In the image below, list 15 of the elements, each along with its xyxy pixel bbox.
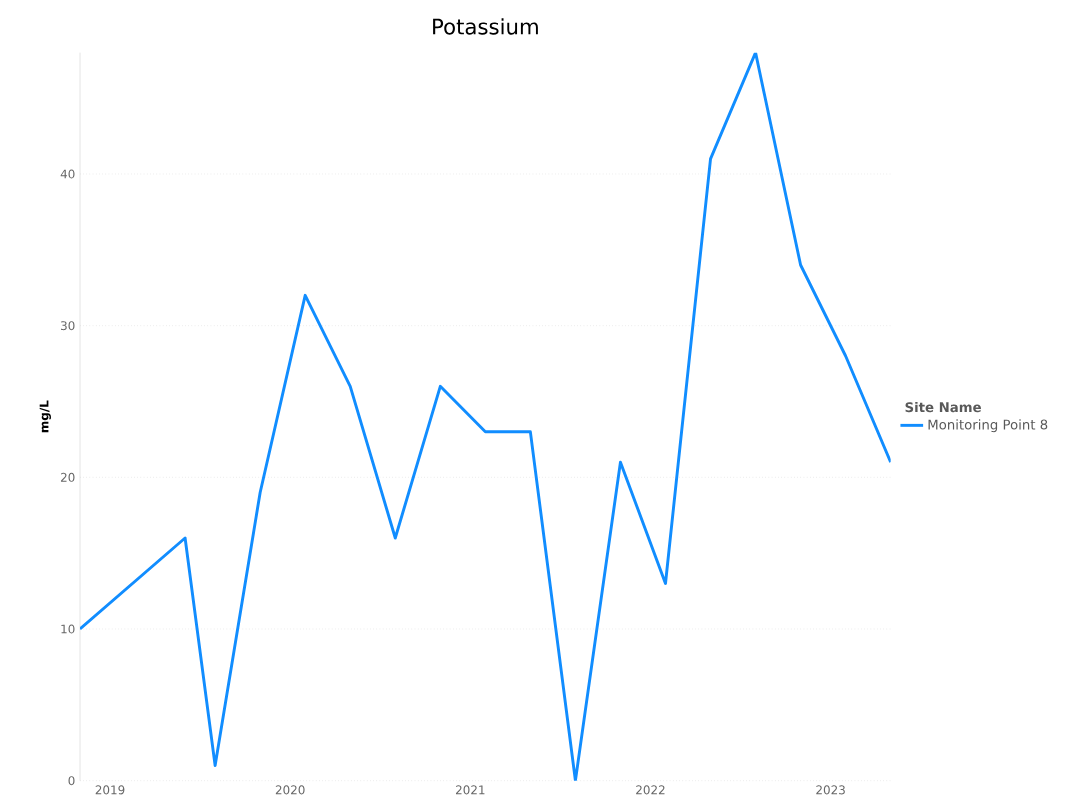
y-tick-label: 40	[60, 169, 75, 179]
x-tick-label: 2019	[95, 785, 125, 795]
chart-title: Potassium	[433, 18, 538, 35]
y-tick-label: 20	[60, 472, 75, 483]
y-axis-title: mg/L	[39, 400, 51, 433]
x-tick-label: 2021	[455, 785, 485, 795]
line-series	[80, 52, 891, 781]
x-tick-label: 2023	[816, 785, 845, 795]
y-tick-label: 30	[61, 321, 75, 331]
legend-label: Monitoring Point 8	[928, 419, 1048, 433]
legend-title: Site Name	[905, 402, 981, 413]
y-tick-label: 10	[61, 624, 75, 634]
x-tick-label: 2020	[275, 785, 305, 795]
x-tick-label: 2022	[636, 785, 665, 795]
y-tick-label: 0	[68, 776, 75, 786]
